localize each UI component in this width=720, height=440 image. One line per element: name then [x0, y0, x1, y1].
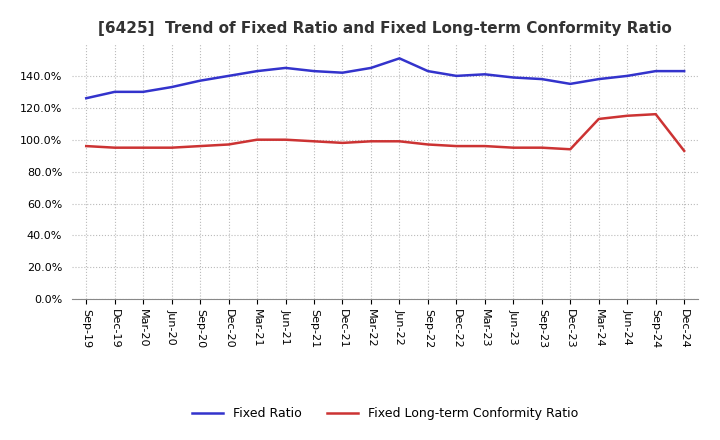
Fixed Long-term Conformity Ratio [225, 142, 233, 147]
Fixed Ratio [167, 84, 176, 90]
Fixed Long-term Conformity Ratio [595, 116, 603, 121]
Fixed Ratio [395, 56, 404, 61]
Fixed Ratio [338, 70, 347, 75]
Fixed Long-term Conformity Ratio [366, 139, 375, 144]
Fixed Long-term Conformity Ratio [82, 143, 91, 149]
Fixed Ratio [310, 69, 318, 74]
Fixed Ratio [282, 65, 290, 70]
Fixed Ratio [110, 89, 119, 95]
Fixed Long-term Conformity Ratio [480, 143, 489, 149]
Fixed Long-term Conformity Ratio [509, 145, 518, 150]
Fixed Long-term Conformity Ratio [566, 147, 575, 152]
Fixed Long-term Conformity Ratio [167, 145, 176, 150]
Fixed Ratio [623, 73, 631, 78]
Fixed Ratio [652, 69, 660, 74]
Fixed Long-term Conformity Ratio [196, 143, 204, 149]
Fixed Ratio [366, 65, 375, 70]
Fixed Ratio [509, 75, 518, 80]
Fixed Ratio [196, 78, 204, 83]
Fixed Long-term Conformity Ratio [338, 140, 347, 146]
Fixed Ratio [423, 69, 432, 74]
Fixed Long-term Conformity Ratio [452, 143, 461, 149]
Fixed Ratio [566, 81, 575, 87]
Fixed Long-term Conformity Ratio [395, 139, 404, 144]
Line: Fixed Ratio: Fixed Ratio [86, 59, 684, 98]
Fixed Ratio [253, 69, 261, 74]
Fixed Long-term Conformity Ratio [110, 145, 119, 150]
Fixed Ratio [139, 89, 148, 95]
Fixed Long-term Conformity Ratio [623, 113, 631, 118]
Fixed Ratio [225, 73, 233, 78]
Fixed Ratio [680, 69, 688, 74]
Fixed Ratio [480, 72, 489, 77]
Fixed Long-term Conformity Ratio [423, 142, 432, 147]
Legend: Fixed Ratio, Fixed Long-term Conformity Ratio: Fixed Ratio, Fixed Long-term Conformity … [187, 403, 583, 425]
Line: Fixed Long-term Conformity Ratio: Fixed Long-term Conformity Ratio [86, 114, 684, 151]
Fixed Long-term Conformity Ratio [253, 137, 261, 142]
Fixed Long-term Conformity Ratio [139, 145, 148, 150]
Fixed Ratio [595, 77, 603, 82]
Fixed Long-term Conformity Ratio [537, 145, 546, 150]
Fixed Long-term Conformity Ratio [282, 137, 290, 142]
Fixed Long-term Conformity Ratio [652, 111, 660, 117]
Title: [6425]  Trend of Fixed Ratio and Fixed Long-term Conformity Ratio: [6425] Trend of Fixed Ratio and Fixed Lo… [99, 21, 672, 36]
Fixed Long-term Conformity Ratio [310, 139, 318, 144]
Fixed Ratio [452, 73, 461, 78]
Fixed Ratio [82, 95, 91, 101]
Fixed Ratio [537, 77, 546, 82]
Fixed Long-term Conformity Ratio [680, 148, 688, 154]
